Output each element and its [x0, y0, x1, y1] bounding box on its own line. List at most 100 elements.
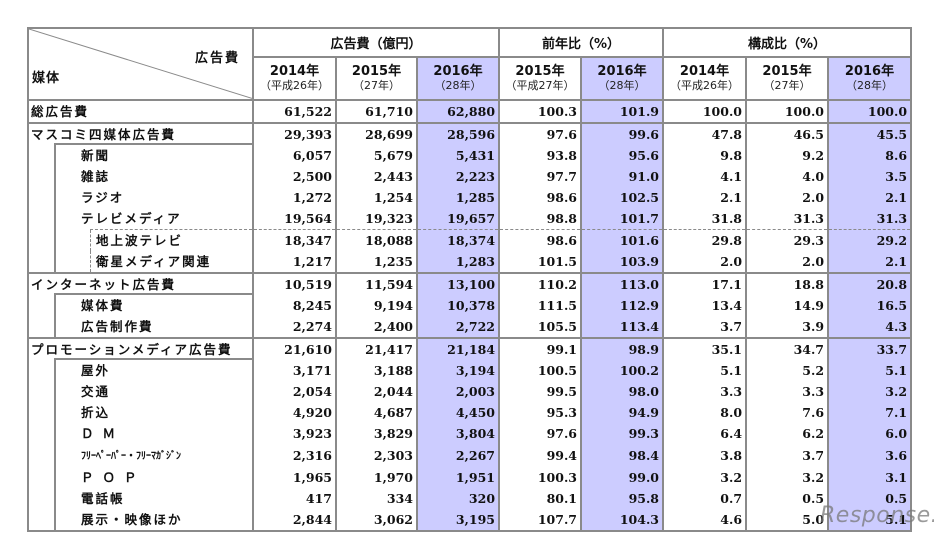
- indent-border: [54, 166, 56, 187]
- value-cell: 2,044: [335, 381, 418, 402]
- indent-border: [54, 467, 56, 488]
- row-label: 衛星メディア関連: [96, 254, 212, 269]
- value-cell: 14.9: [745, 295, 830, 316]
- value-cell: 13.4: [662, 295, 748, 316]
- row-label: インターネット広告費: [31, 277, 177, 292]
- row-label: 広告制作費: [81, 319, 154, 334]
- indent-border: [54, 251, 56, 272]
- value-cell: 94.9: [580, 402, 665, 423]
- value-cell: 111.5: [498, 295, 583, 316]
- value-cell: 2,844: [252, 509, 337, 532]
- value-cell: 3.2: [827, 381, 913, 402]
- value-cell: 4,920: [252, 402, 337, 423]
- row-label-cell: 総広告費: [27, 99, 254, 123]
- value-cell: 7.6: [745, 402, 830, 423]
- value-cell: 46.5: [745, 122, 830, 145]
- value-cell: 47.8: [662, 122, 748, 145]
- header-year-row: 2014年 （平成26年） 2015年 （27年） 2016年 （28年） 2015年…: [28, 56, 913, 101]
- table-row: ﾌﾘｰﾍﾟｰﾊﾟｰ・ﾌﾘｰﾏｶﾞｼﾞﾝ 2,316 2,303 2,267 99.4 98…: [27, 444, 913, 467]
- value-cell: 100.5: [498, 360, 583, 381]
- value-cell: 101.6: [580, 229, 665, 251]
- indent-border-top: [54, 358, 252, 360]
- value-cell: 1,951: [415, 467, 501, 488]
- value-cell: 19,564: [252, 208, 337, 230]
- value-cell: 4.0: [745, 166, 830, 187]
- value-cell: 18,374: [415, 229, 501, 251]
- row-label-cell: ＤＭ: [27, 423, 254, 444]
- value-cell: 4.1: [662, 166, 748, 187]
- value-cell: 3.7: [745, 444, 830, 467]
- table-row: 交通 2,054 2,044 2,003 99.5 98.0 3.3 3.3 3.2: [27, 381, 913, 402]
- row-label: テレビメディア: [81, 211, 182, 227]
- col-header-spend-2015: 2015年 （27年）: [335, 56, 418, 101]
- row-label: 総広告費: [31, 104, 90, 119]
- value-cell: 93.8: [498, 145, 583, 166]
- value-cell: 4.6: [662, 509, 748, 532]
- value-cell: 3.7: [662, 316, 748, 338]
- value-cell: 2,274: [252, 316, 337, 338]
- value-cell: 4,687: [335, 402, 418, 423]
- value-cell: 2,500: [252, 166, 337, 187]
- group-header-ad-spend: 広告費（億円）: [251, 27, 501, 58]
- value-cell: 98.6: [498, 229, 583, 251]
- row-label: ﾌﾘｰﾍﾟｰﾊﾟｰ・ﾌﾘｰﾏｶﾞｼﾞﾝ: [81, 451, 181, 462]
- value-cell: 2.1: [662, 187, 748, 208]
- value-cell: 2,400: [335, 316, 418, 338]
- indent-border: [54, 208, 56, 230]
- value-cell: 1,970: [335, 467, 418, 488]
- value-cell: 13,100: [415, 272, 501, 295]
- value-cell: 103.9: [580, 251, 665, 273]
- value-cell: 31.3: [745, 208, 830, 230]
- value-cell: 8.6: [827, 145, 913, 166]
- group-header-share: 構成比（%）: [662, 27, 913, 58]
- indent-border: [54, 402, 56, 423]
- value-cell: 33.7: [827, 337, 913, 360]
- sub-indent-border: [90, 229, 91, 251]
- indent-border: [54, 145, 56, 166]
- table-row: 雑誌 2,500 2,443 2,223 97.7 91.0 4.1 4.0 3.5: [27, 166, 913, 187]
- row-label: ＰＯＰ: [81, 470, 146, 485]
- row-label-cell: 電話帳: [27, 488, 254, 509]
- value-cell: 3,171: [252, 360, 337, 381]
- sub-indent-border: [90, 251, 91, 272]
- table-row: 総広告費 61,522 61,710 62,880 100.3 101.9 100.0 100…: [27, 99, 913, 123]
- value-cell: 3.2: [745, 467, 830, 488]
- value-cell: 0.5: [745, 488, 830, 509]
- value-cell: 17.1: [662, 272, 748, 295]
- value-cell: 97.7: [498, 166, 583, 187]
- header-group-row: 広告費 媒体 広告費（億円） 前年比（%） 構成比（%）: [27, 27, 913, 101]
- value-cell: 2,443: [335, 166, 418, 187]
- value-cell: 18.8: [745, 272, 830, 295]
- table-row: インターネット広告費 10,519 11,594 13,100 110.2 113.0 17…: [27, 272, 913, 295]
- indent-border: [54, 187, 56, 208]
- table-row: プロモーションメディア広告費 21,610 21,417 21,184 99.1 98.9…: [27, 337, 913, 360]
- value-cell: 2.0: [662, 251, 748, 273]
- value-cell: 21,610: [252, 337, 337, 360]
- value-cell: 99.0: [580, 467, 665, 488]
- ad-spend-table: 広告費 媒体 広告費（億円） 前年比（%） 構成比（%） 2014年 （平成26年…: [27, 27, 913, 532]
- indent-border: [54, 488, 56, 509]
- table-row: 媒体費 8,245 9,194 10,378 111.5 112.9 13.4 14.9 16.…: [27, 293, 913, 316]
- value-cell: 2,722: [415, 316, 501, 338]
- value-cell: 4,450: [415, 402, 501, 423]
- table-body: 総広告費 61,522 61,710 62,880 100.3 101.9 100.0 100…: [27, 99, 913, 532]
- value-cell: 1,217: [252, 251, 337, 273]
- row-label: 媒体費: [81, 298, 125, 313]
- row-label: 展示・映像ほか: [81, 512, 183, 527]
- value-cell: 2.0: [745, 187, 830, 208]
- value-cell: 61,522: [252, 99, 337, 123]
- table-row: テレビメディア 19,564 19,323 19,657 98.8 101.7 31.8 31…: [27, 208, 913, 230]
- value-cell: 62,880: [415, 99, 501, 123]
- value-cell: 99.1: [498, 337, 583, 360]
- row-label-cell: テレビメディア: [27, 208, 254, 230]
- value-cell: 0.7: [662, 488, 748, 509]
- value-cell: 100.0: [662, 99, 748, 123]
- row-label: 地上波テレビ: [96, 232, 184, 248]
- row-label-cell: 屋外: [27, 358, 254, 381]
- value-cell: 28,596: [415, 122, 501, 145]
- value-cell: 5.2: [745, 360, 830, 381]
- row-label-cell: ﾌﾘｰﾍﾟｰﾊﾟｰ・ﾌﾘｰﾏｶﾞｼﾞﾝ: [27, 444, 254, 467]
- value-cell: 4.3: [827, 316, 913, 338]
- row-label: 電話帳: [81, 491, 125, 506]
- row-label: マスコミ四媒体広告費: [31, 127, 177, 142]
